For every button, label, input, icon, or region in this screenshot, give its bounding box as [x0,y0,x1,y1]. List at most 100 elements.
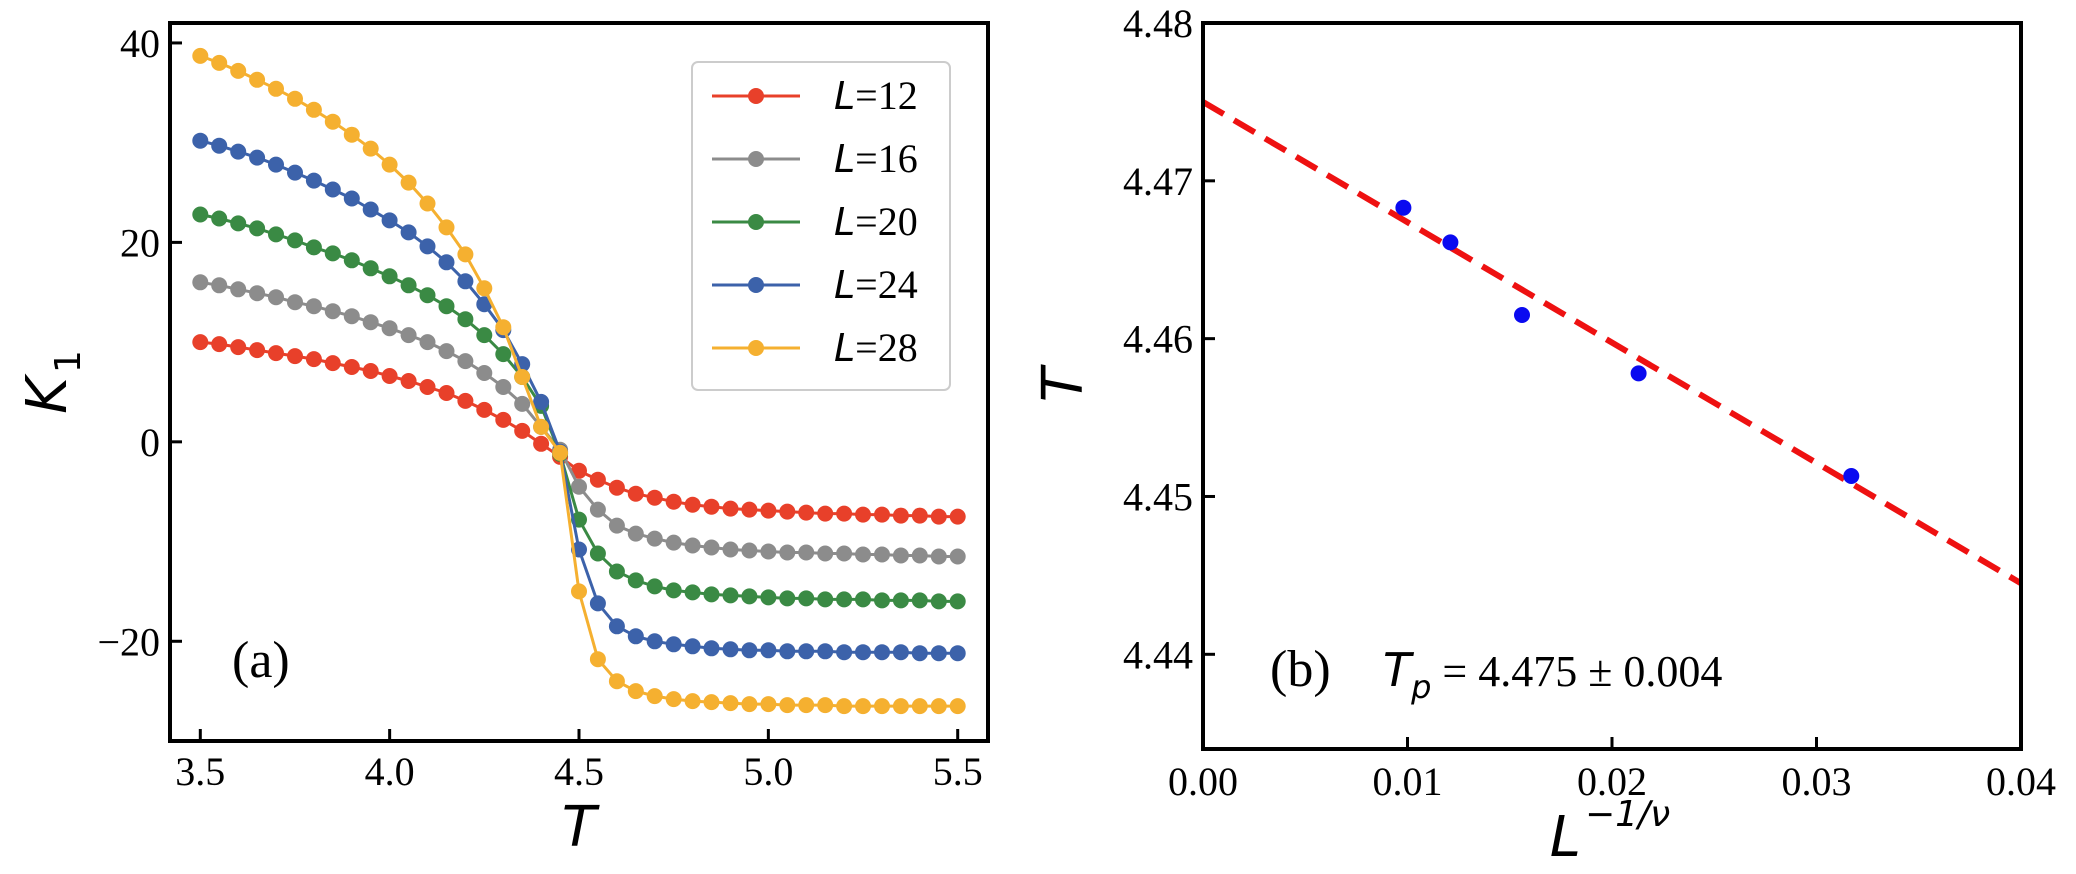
data-point [362,140,379,157]
data-point [457,246,474,263]
fit-annotation: Tp = 4.475 ± 0.004 [1383,643,1722,706]
data-point [817,545,834,562]
data-point [684,584,701,601]
legend-box [691,61,951,391]
data-point [476,365,493,381]
data-point [514,395,531,412]
panel-b-fit-line-group [1201,99,2023,586]
data-point [362,201,379,218]
data-point [381,268,398,285]
legend-item-L12: L=12 [712,73,918,118]
data-point [324,181,341,198]
data-point [589,545,606,562]
data-point [343,190,360,207]
data-point [874,506,890,523]
data-point [589,471,606,488]
data-point [400,224,417,241]
data-point [760,502,777,519]
data-point [627,628,644,645]
data-point [1395,199,1412,216]
data-point [211,336,228,353]
legend-swatch-marker [748,88,764,104]
data-point [874,698,890,715]
data-point [741,642,758,659]
svg-text:T: T [1031,364,1096,402]
data-point [343,359,360,375]
data-point [608,517,625,534]
data-point [779,503,796,520]
legend-item-L16: L=16 [712,136,918,181]
data-point [722,541,739,558]
data-point [874,592,890,609]
data-point [400,174,417,191]
data-point [476,280,493,297]
data-point [589,651,606,668]
data-point [608,479,625,496]
data-point [608,673,625,690]
data-point [684,537,701,554]
data-point [646,530,663,547]
data-point [192,274,209,291]
series-L20 [192,206,966,610]
data-point [589,501,606,518]
data-point [627,572,644,589]
x-tick-label: 0.01 [1373,759,1443,804]
data-point [703,498,720,515]
data-point [230,143,247,160]
data-point [911,547,928,564]
data-point [817,697,834,714]
data-point [457,392,474,409]
y-tick-label: 20 [120,220,160,265]
data-point [760,589,777,606]
data-point [646,578,663,595]
panel-b-scatter-chart: 0.00 0.01 0.02 0.03 0.04 4.444.454.464.474.4… [1031,1,2056,870]
data-point [438,219,455,236]
data-point [760,642,777,659]
data-point [419,334,436,351]
data-point [798,643,815,660]
panel-a-label: (a) [232,632,290,689]
data-point [287,90,303,107]
legend-swatch-marker [748,214,764,230]
data-point [249,342,266,359]
data-point [438,385,455,401]
data-point [703,586,720,603]
data-point [324,355,341,372]
data-point [381,156,398,173]
y-tick-label: 4.48 [1123,1,1193,46]
data-point [949,548,966,565]
data-point [514,369,531,385]
data-point [779,590,796,607]
data-point [324,245,341,262]
data-point [192,206,209,223]
x-tick-label: 5.5 [933,749,983,794]
data-point [608,563,625,580]
data-point [608,618,625,635]
data-point [343,252,360,269]
data-point [287,348,303,365]
data-point [798,590,815,607]
x-tick-label: 0.04 [1986,759,2056,804]
data-point [381,368,398,384]
data-point [230,62,247,79]
data-point [287,232,303,249]
y-tick-label: 0 [140,420,160,465]
data-point [268,156,284,173]
data-point [192,47,209,64]
data-point [855,591,871,608]
panel-b-y-axis-label: T [1031,364,1096,402]
data-point [855,698,871,715]
data-point [836,505,853,522]
data-point [892,592,909,609]
data-point [457,311,474,328]
data-point [381,320,398,337]
data-point [665,636,682,653]
x-tick-label: 5.0 [743,749,793,794]
data-point [249,220,266,237]
panel-b-points-group [1395,199,1860,484]
data-point [324,303,341,320]
legend-item-L28: L=28 [712,325,918,370]
legend-label: L=28 [834,325,918,370]
x-tick-label: 0.02 [1577,759,1647,804]
data-point [230,281,247,298]
